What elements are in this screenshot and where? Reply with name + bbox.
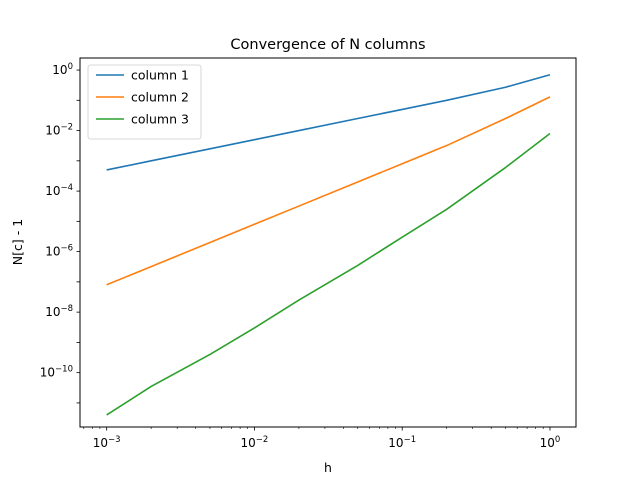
y-tick-label-exponent: −2 bbox=[60, 123, 73, 133]
plot-frame bbox=[79, 57, 577, 428]
x-tick-label-base: 10 bbox=[540, 436, 555, 450]
legend-label-1: column 1 bbox=[131, 68, 189, 83]
plot-area bbox=[106, 73, 551, 416]
y-tick-label-base: 10 bbox=[45, 124, 60, 138]
x-axis-label: h bbox=[324, 460, 332, 475]
y-tick-label-exponent: −6 bbox=[60, 244, 73, 254]
chart-title: Convergence of N columns bbox=[230, 37, 425, 53]
y-tick-label-exponent: −10 bbox=[55, 365, 73, 375]
y-tick-label: 10−8 bbox=[45, 304, 73, 319]
y-tick-label-base: 10 bbox=[45, 305, 60, 319]
y-tick-label-exponent: −8 bbox=[60, 304, 73, 314]
x-tick-label-base: 10 bbox=[241, 436, 256, 450]
y-tick-label-base: 10 bbox=[40, 366, 55, 380]
y-tick-label-exponent: −4 bbox=[60, 183, 73, 193]
x-tick-label: 10−2 bbox=[241, 435, 269, 450]
x-tick-label: 10−3 bbox=[93, 435, 121, 450]
legend: column 1 column 2 column 3 bbox=[87, 64, 202, 140]
x-tick-label: 100 bbox=[540, 435, 561, 450]
y-tick-label: 10−10 bbox=[40, 365, 73, 380]
x-tick-label-exponent: −3 bbox=[108, 435, 121, 445]
series-line-1 bbox=[106, 73, 551, 171]
y-tick-label-base: 10 bbox=[52, 63, 67, 77]
series-line-2 bbox=[106, 96, 551, 286]
y-tick-label: 10−2 bbox=[45, 123, 73, 138]
legend-label-2: column 2 bbox=[131, 90, 189, 105]
x-tick-label-exponent: −2 bbox=[256, 435, 269, 445]
y-tick-label-base: 10 bbox=[45, 245, 60, 259]
y-tick-label: 10−4 bbox=[45, 183, 73, 198]
legend-label-3: column 3 bbox=[131, 112, 189, 127]
x-tick-label-base: 10 bbox=[388, 436, 403, 450]
x-tick-label-exponent: −1 bbox=[404, 435, 417, 445]
y-tick-label: 100 bbox=[52, 62, 73, 77]
x-tick-label: 10−1 bbox=[388, 435, 416, 450]
y-axis-label: N[c] - 1 bbox=[10, 219, 25, 265]
y-tick-label-base: 10 bbox=[45, 184, 60, 198]
x-tick-label-base: 10 bbox=[93, 436, 108, 450]
x-tick-label-exponent: 0 bbox=[555, 435, 560, 445]
y-tick-label-exponent: 0 bbox=[68, 62, 73, 72]
legend-box bbox=[87, 64, 202, 140]
y-tick-label: 10−6 bbox=[45, 244, 73, 259]
x-axis: 10−3 10−2 10−1 100 bbox=[83, 427, 561, 450]
series-line-3 bbox=[106, 132, 551, 416]
